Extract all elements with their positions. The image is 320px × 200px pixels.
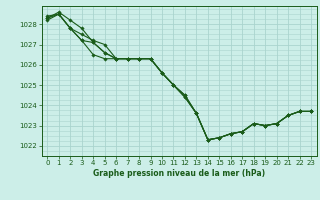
X-axis label: Graphe pression niveau de la mer (hPa): Graphe pression niveau de la mer (hPa)	[93, 169, 265, 178]
